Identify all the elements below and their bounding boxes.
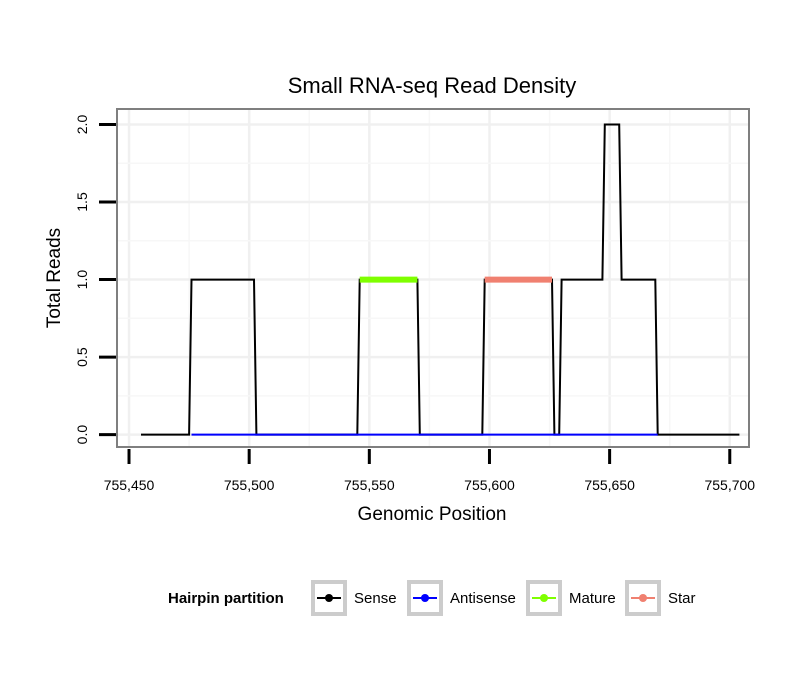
legend-label-sense: Sense (354, 590, 397, 607)
plot-border (116, 108, 750, 448)
plot-panel (117, 109, 749, 447)
legend-label-antisense: Antisense (450, 590, 516, 607)
legend-key-dot-sense (325, 594, 333, 602)
x-tick-label: 755,700 (704, 477, 755, 493)
x-tick-label: 755,500 (224, 477, 275, 493)
x-axis: 755,450 755,500 755,550 755,600 755,650 755,7… (104, 449, 755, 493)
legend-label-star: Star (668, 590, 696, 607)
y-tick-label: 2.0 (74, 115, 90, 135)
y-tick-label: 1.5 (74, 192, 90, 212)
x-tick-label: 755,550 (344, 477, 395, 493)
x-tick-label: 755,600 (464, 477, 515, 493)
legend-key-dot-mature (540, 594, 548, 602)
x-axis-title: Genomic Position (358, 504, 507, 525)
x-tick-label: 755,650 (584, 477, 635, 493)
series-layer (141, 123, 740, 436)
y-tick-label: 1.0 (74, 270, 90, 290)
legend-label-mature: Mature (569, 590, 616, 607)
x-tick-label: 755,450 (104, 477, 155, 493)
legend-key-dot-star (639, 594, 647, 602)
legend-key-dot-antisense (421, 594, 429, 602)
legend: Hairpin partition Sense Antisense Mature St… (168, 580, 696, 616)
y-tick-label: 0.0 (74, 425, 90, 445)
y-axis: 0.0 0.5 1.0 1.5 2.0 (74, 115, 116, 445)
y-axis-title: Total Reads (44, 228, 65, 328)
legend-title: Hairpin partition (168, 590, 284, 607)
y-tick-label: 0.5 (74, 347, 90, 367)
chart-title: Small RNA-seq Read Density (288, 73, 577, 98)
